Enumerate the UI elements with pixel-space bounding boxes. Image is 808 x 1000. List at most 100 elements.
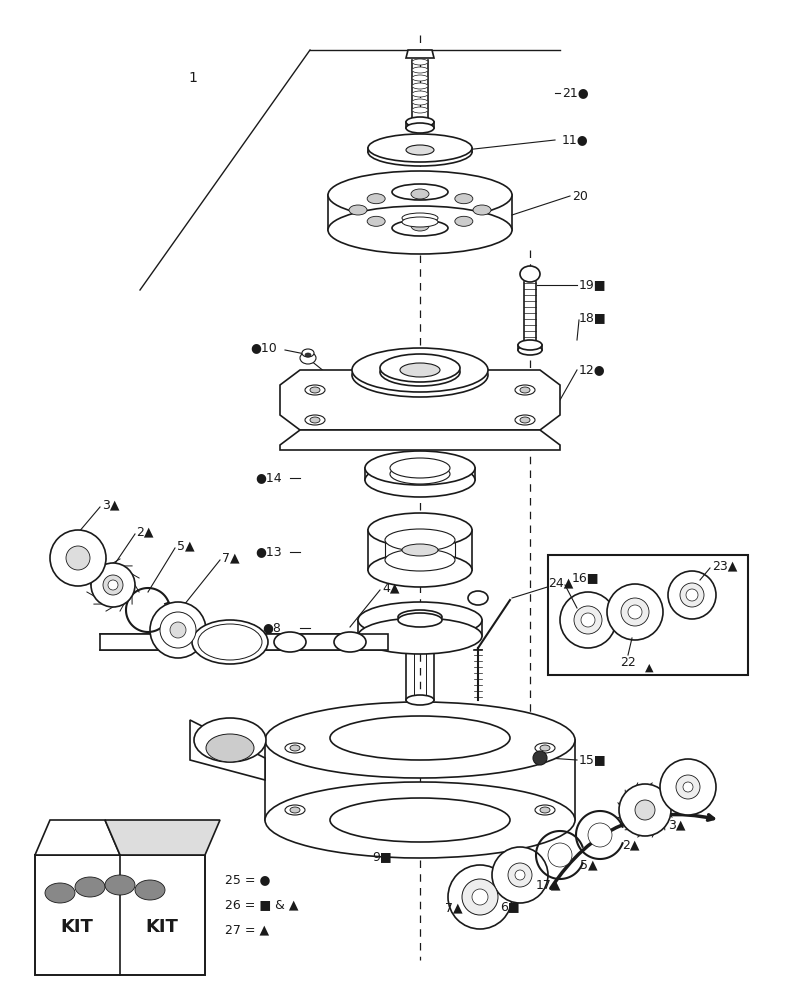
- Ellipse shape: [380, 354, 460, 382]
- Ellipse shape: [540, 745, 550, 751]
- Ellipse shape: [392, 220, 448, 236]
- Text: 16■: 16■: [572, 572, 600, 584]
- Text: 5▲: 5▲: [580, 858, 598, 871]
- Ellipse shape: [385, 529, 455, 551]
- Text: KIT: KIT: [61, 918, 94, 936]
- Text: 2▲: 2▲: [622, 838, 639, 852]
- Ellipse shape: [473, 205, 491, 215]
- Ellipse shape: [265, 782, 575, 858]
- Ellipse shape: [683, 782, 693, 792]
- Text: 19■: 19■: [579, 278, 607, 292]
- Ellipse shape: [520, 387, 530, 393]
- Ellipse shape: [520, 266, 540, 282]
- Text: 22: 22: [620, 656, 636, 670]
- Text: 15■: 15■: [579, 754, 607, 766]
- Ellipse shape: [368, 134, 472, 162]
- Ellipse shape: [300, 352, 316, 364]
- Ellipse shape: [285, 743, 305, 753]
- Text: 7▲: 7▲: [222, 552, 240, 564]
- Text: 1: 1: [188, 71, 197, 85]
- Ellipse shape: [412, 107, 428, 113]
- Ellipse shape: [352, 353, 488, 397]
- Ellipse shape: [198, 624, 262, 660]
- Ellipse shape: [412, 59, 428, 65]
- Ellipse shape: [402, 544, 438, 556]
- Ellipse shape: [194, 718, 266, 762]
- Text: 6■: 6■: [500, 900, 520, 914]
- Ellipse shape: [328, 206, 512, 254]
- Ellipse shape: [560, 592, 616, 648]
- Text: ●14: ●14: [255, 472, 282, 485]
- Ellipse shape: [75, 877, 105, 897]
- Ellipse shape: [398, 610, 442, 624]
- Ellipse shape: [520, 417, 530, 423]
- Ellipse shape: [680, 583, 704, 607]
- Ellipse shape: [535, 805, 555, 815]
- Ellipse shape: [400, 363, 440, 377]
- Ellipse shape: [390, 458, 450, 478]
- Ellipse shape: [581, 613, 595, 627]
- Ellipse shape: [588, 823, 612, 847]
- Ellipse shape: [135, 880, 165, 900]
- Ellipse shape: [380, 358, 460, 386]
- Ellipse shape: [150, 602, 206, 658]
- Ellipse shape: [367, 216, 385, 226]
- Polygon shape: [100, 634, 388, 650]
- Ellipse shape: [368, 138, 472, 166]
- Text: 23▲: 23▲: [712, 560, 738, 572]
- Ellipse shape: [367, 194, 385, 204]
- Text: ●10: ●10: [250, 342, 277, 355]
- Ellipse shape: [462, 879, 498, 915]
- Text: 25 = ●: 25 = ●: [225, 874, 271, 886]
- Ellipse shape: [108, 580, 118, 590]
- Text: ▲: ▲: [645, 663, 654, 673]
- Ellipse shape: [274, 632, 306, 652]
- Ellipse shape: [206, 734, 254, 762]
- Ellipse shape: [330, 798, 510, 842]
- Ellipse shape: [508, 863, 532, 887]
- Ellipse shape: [385, 549, 455, 571]
- Polygon shape: [280, 370, 560, 430]
- Ellipse shape: [518, 345, 542, 355]
- Ellipse shape: [660, 759, 716, 815]
- Ellipse shape: [540, 807, 550, 813]
- Ellipse shape: [192, 620, 268, 664]
- Ellipse shape: [328, 171, 512, 219]
- Ellipse shape: [358, 602, 482, 638]
- Ellipse shape: [411, 189, 429, 199]
- Ellipse shape: [305, 353, 311, 357]
- Ellipse shape: [515, 415, 535, 425]
- Ellipse shape: [50, 530, 106, 586]
- Ellipse shape: [91, 563, 135, 607]
- Ellipse shape: [574, 606, 602, 634]
- Ellipse shape: [468, 591, 488, 605]
- Ellipse shape: [406, 117, 434, 127]
- Ellipse shape: [412, 91, 428, 97]
- Text: ●13: ●13: [255, 546, 282, 558]
- Ellipse shape: [412, 67, 428, 73]
- Ellipse shape: [515, 870, 525, 880]
- Polygon shape: [190, 720, 265, 780]
- Ellipse shape: [628, 605, 642, 619]
- Ellipse shape: [290, 807, 300, 813]
- Text: 7▲: 7▲: [445, 902, 463, 914]
- Ellipse shape: [285, 805, 305, 815]
- Ellipse shape: [290, 745, 300, 751]
- Ellipse shape: [358, 618, 482, 654]
- Ellipse shape: [398, 613, 442, 627]
- Ellipse shape: [668, 571, 716, 619]
- Ellipse shape: [365, 463, 475, 497]
- Ellipse shape: [448, 865, 512, 929]
- Ellipse shape: [330, 716, 510, 760]
- Ellipse shape: [406, 695, 434, 705]
- Ellipse shape: [392, 184, 448, 200]
- Text: 9■: 9■: [372, 850, 392, 863]
- Ellipse shape: [160, 612, 196, 648]
- Ellipse shape: [390, 464, 450, 484]
- Text: 2▲: 2▲: [136, 526, 154, 538]
- Ellipse shape: [105, 875, 135, 895]
- Ellipse shape: [535, 743, 555, 753]
- Ellipse shape: [412, 83, 428, 89]
- Ellipse shape: [686, 589, 698, 601]
- Text: 21●: 21●: [562, 87, 588, 100]
